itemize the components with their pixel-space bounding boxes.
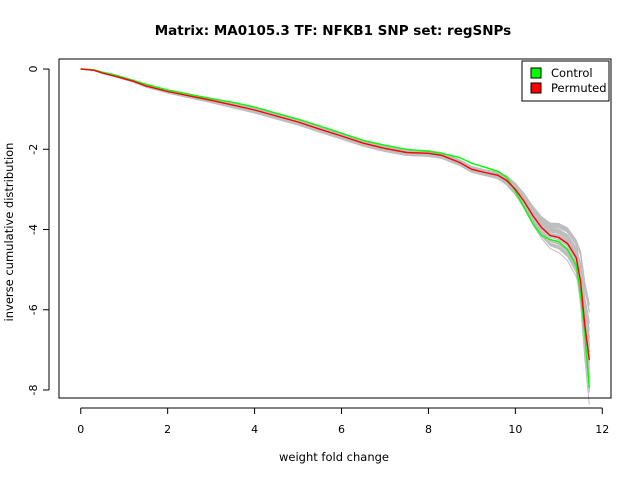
series-line-control (80, 68, 590, 389)
x-axis-label: weight fold change (279, 450, 389, 464)
y-tick-label: 0 (27, 66, 40, 73)
permutation-line (80, 68, 590, 346)
permutation-line (80, 68, 590, 387)
legend-label-permuted: Permuted (551, 81, 607, 95)
permutation-line (80, 68, 590, 347)
permutation-line (80, 68, 590, 338)
permutation-line (80, 68, 590, 392)
permutation-line (80, 68, 590, 347)
permutation-line (80, 68, 590, 324)
permutation-line (80, 68, 590, 344)
permutation-line (80, 68, 590, 338)
y-tick-label: -2 (27, 144, 40, 155)
y-tick-label: -6 (27, 304, 40, 315)
legend-swatch-control (530, 67, 542, 79)
x-tick-label: 0 (77, 423, 84, 436)
permutation-line (80, 68, 590, 376)
y-tick-label: -8 (27, 384, 40, 395)
permutation-line (80, 68, 590, 342)
legend-label-control: Control (551, 66, 593, 80)
permutation-line (80, 68, 590, 352)
permutation-line (80, 68, 590, 384)
x-tick-label: 10 (508, 423, 522, 436)
chart-title: Matrix: MA0105.3 TF: NFKB1 SNP set: regS… (155, 23, 511, 39)
permutation-line (80, 68, 590, 381)
y-axis-label: inverse cumulative distribution (2, 143, 16, 322)
permutation-line (80, 68, 590, 343)
permutation-line (80, 68, 590, 346)
plot-frame (58, 58, 612, 399)
permutation-line (80, 68, 590, 330)
legend-swatch-permuted (530, 82, 542, 94)
permutation-line (80, 68, 590, 379)
permutation-line (80, 68, 590, 405)
permutation-line (80, 68, 590, 378)
permutation-line (80, 68, 590, 360)
x-tick-label: 12 (595, 423, 609, 436)
permutation-line (80, 68, 590, 352)
background-permutation-lines (80, 68, 590, 405)
permutation-line (80, 68, 590, 373)
permutation-line (80, 68, 590, 378)
x-tick-label: 6 (338, 423, 345, 436)
permutation-line (80, 68, 590, 337)
permutation-line (80, 68, 590, 363)
permutation-line (80, 68, 590, 393)
permutation-line (80, 68, 590, 345)
permutation-line (80, 68, 590, 361)
permutation-line (80, 68, 590, 323)
legend: Control Permuted (521, 60, 610, 102)
permutation-line (80, 68, 590, 369)
permutation-line (80, 68, 590, 352)
permutation-line (80, 68, 590, 339)
x-axis: 0 2 4 6 8 10 12 (77, 407, 609, 436)
permutation-line (80, 68, 590, 338)
permutation-line (80, 68, 590, 345)
permutation-line (80, 68, 590, 371)
permutation-line (80, 68, 590, 382)
series-line-permuted (80, 68, 590, 360)
permutation-line (80, 68, 590, 350)
permutation-line (80, 68, 590, 369)
x-tick-label: 4 (251, 423, 258, 436)
permutation-line (80, 68, 590, 353)
permutation-line (80, 68, 590, 382)
permutation-line (80, 68, 590, 366)
permutation-line (80, 68, 590, 323)
permutation-line (80, 68, 590, 374)
permutation-line (80, 68, 590, 383)
main-series-lines (80, 68, 590, 389)
permutation-line (80, 68, 590, 391)
permutation-line (80, 68, 590, 369)
x-tick-label: 2 (164, 423, 171, 436)
legend-box (521, 60, 610, 102)
x-tick-label: 8 (425, 423, 432, 436)
permutation-line (80, 68, 590, 375)
permutation-line (80, 68, 590, 361)
permutation-line (80, 68, 590, 371)
y-axis: 0 -2 -4 -6 -8 (27, 66, 50, 395)
permutation-line (80, 68, 590, 386)
permutation-line (80, 68, 590, 380)
permutation-line (80, 68, 590, 332)
permutation-line (80, 68, 590, 370)
y-tick-label: -4 (27, 224, 40, 235)
permutation-line (80, 68, 590, 364)
